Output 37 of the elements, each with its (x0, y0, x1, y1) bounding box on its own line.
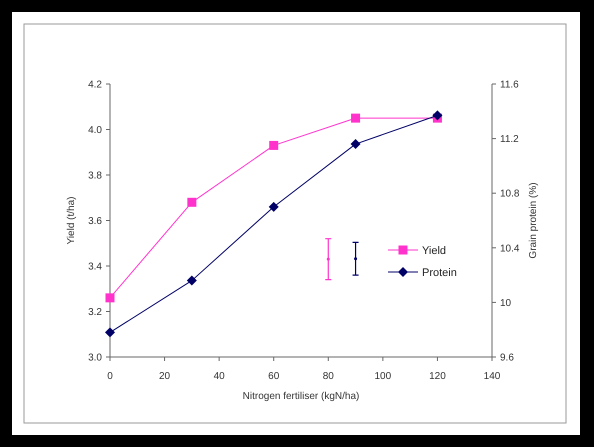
y-tick-label: 4.0 (88, 125, 102, 136)
point (105, 327, 115, 338)
point (354, 257, 358, 260)
x-tick-label: 100 (374, 371, 392, 382)
y2-tick-label: 10 (500, 298, 512, 309)
y2-tick-label: 11.2 (500, 134, 520, 146)
legend-label: Yield (422, 245, 446, 257)
point (186, 276, 197, 286)
y-tick-label: 4.2 (88, 80, 102, 90)
legend-label: Protein (422, 267, 457, 279)
point (268, 202, 279, 212)
point (187, 198, 196, 207)
x-axis-title: Nitrogen fertiliser (kgN/ha) (242, 391, 360, 402)
y-tick-label: 3.0 (88, 352, 102, 364)
y-tick-label: 3.8 (88, 170, 102, 182)
y-tick-label: 3.6 (88, 216, 102, 227)
y-tick-label: 3.4 (88, 262, 102, 272)
y2-tick-label: 11.6 (500, 80, 520, 90)
point (106, 293, 114, 302)
point (351, 114, 360, 123)
y-axis-title: Yield (t/ha) (66, 196, 77, 244)
y-tick-label: 3.2 (88, 307, 102, 318)
x-tick-label: 0 (107, 371, 114, 382)
point (269, 140, 278, 150)
y2-tick-label: 9.6 (500, 352, 514, 364)
x-tick-label: 140 (484, 371, 501, 382)
y2-tick-label: 10.4 (500, 243, 520, 254)
x-tick-label: 120 (429, 371, 446, 382)
point (326, 258, 330, 261)
y2-axis-title: Grain protein (%) (528, 182, 539, 259)
point (432, 110, 442, 120)
x-tick-label: 20 (159, 371, 171, 382)
y2-tick-label: 10.8 (500, 188, 520, 200)
x-tick-label: 80 (322, 371, 334, 382)
point (350, 139, 361, 150)
x-tick-label: 40 (214, 371, 226, 382)
x-tick-label: 60 (268, 371, 280, 382)
